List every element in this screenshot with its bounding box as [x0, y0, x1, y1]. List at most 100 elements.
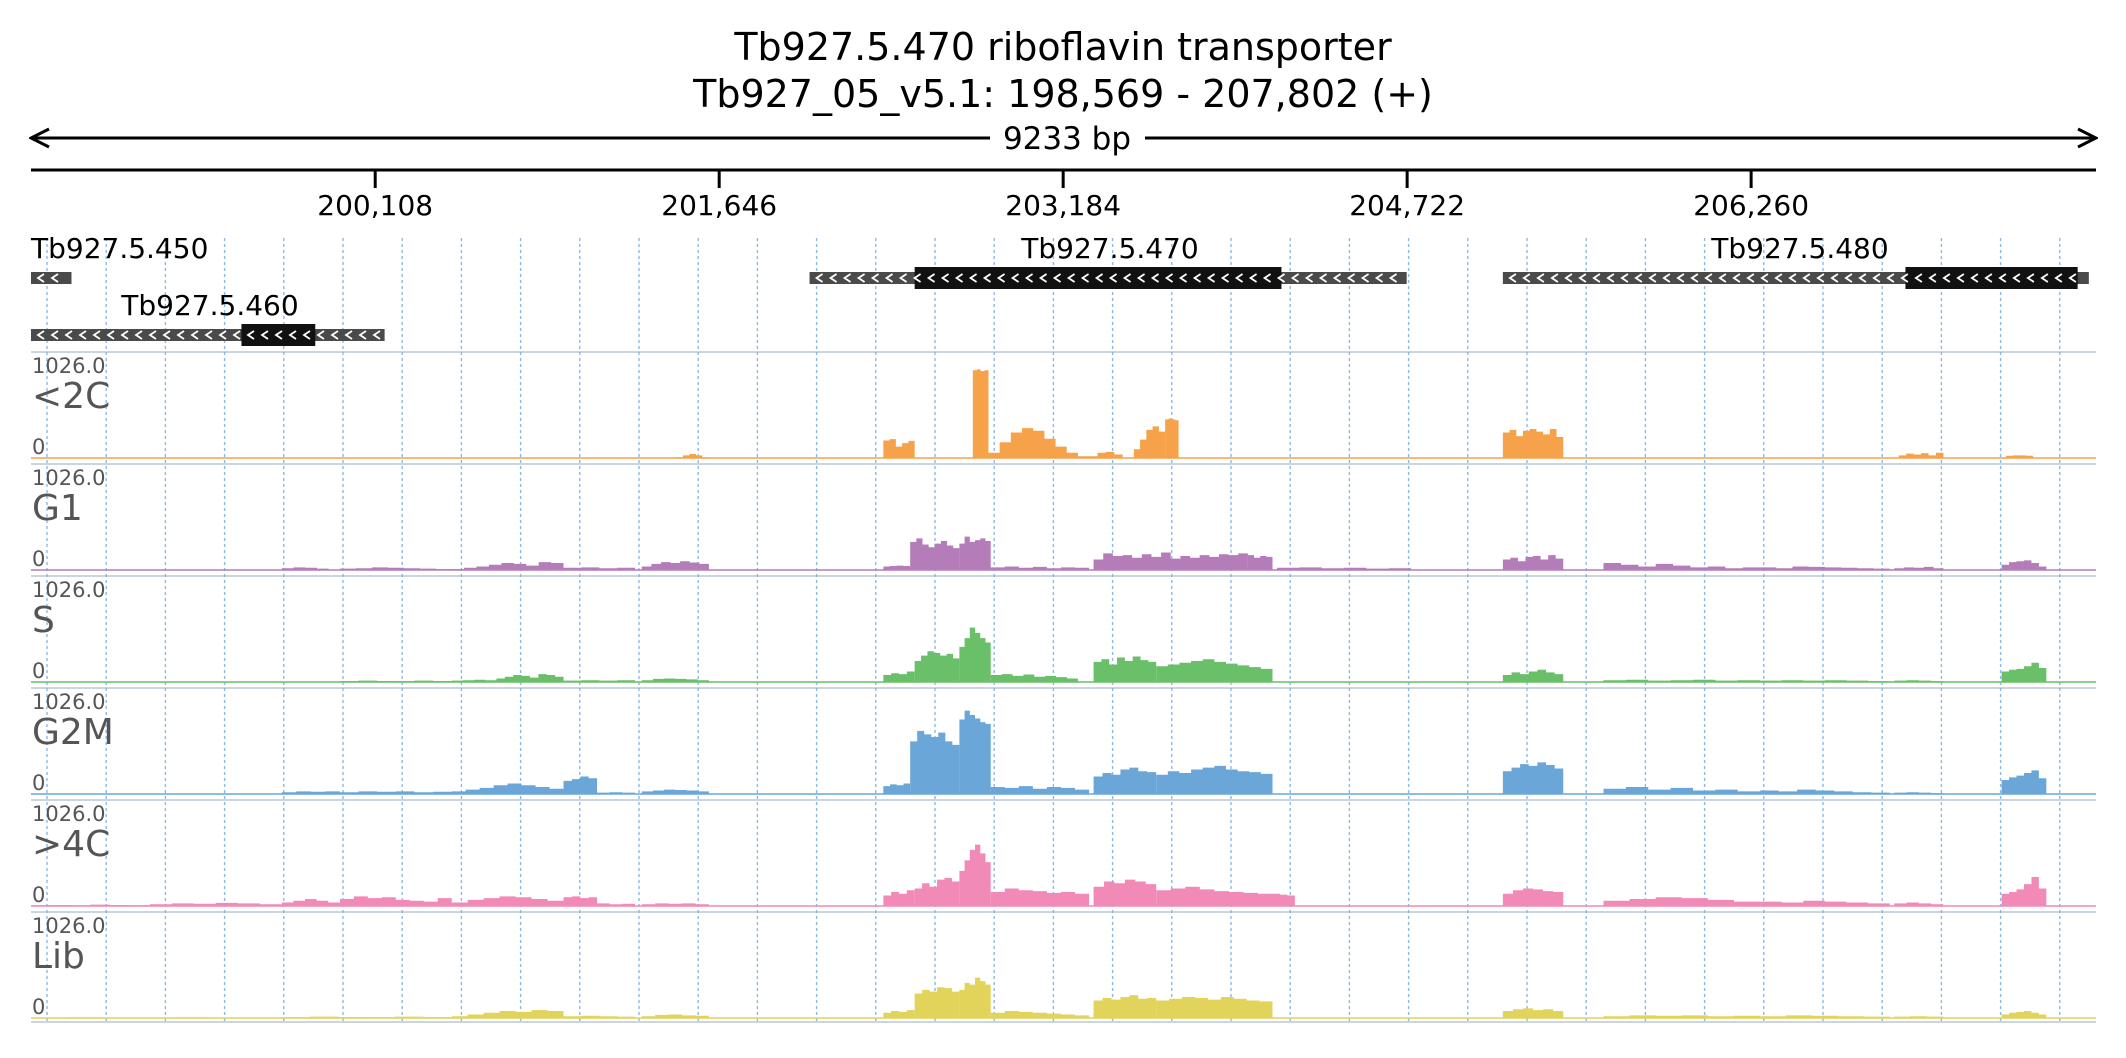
coverage-area [563, 1015, 636, 1018]
track-name: <2C [32, 376, 110, 417]
coverage-area [149, 902, 282, 906]
coverage-area [2001, 560, 2047, 570]
strand-chevron [1704, 273, 1713, 283]
strand-chevron [1024, 273, 1034, 283]
coverage-area [1760, 566, 1890, 570]
strand-chevron [828, 273, 838, 283]
coverage-area [1603, 786, 1761, 794]
coverage-area [281, 791, 340, 794]
coverage-area [914, 877, 960, 906]
coverage-area [1276, 567, 1412, 570]
coverage-area [1093, 552, 1248, 570]
strand-chevron [274, 330, 283, 340]
coverage-area [1502, 1008, 1564, 1018]
strand-chevron [1564, 273, 1573, 283]
coverage-area [563, 567, 636, 570]
coverage-area [1894, 680, 1944, 682]
strand-chevron [218, 330, 227, 340]
coverage-area [914, 651, 960, 682]
gene-label: Tb927.5.470 [1020, 232, 1198, 265]
strand-chevron [2026, 273, 2035, 283]
strand-chevron [204, 330, 213, 340]
strand-chevron [1192, 273, 1202, 283]
strand-chevron [1150, 273, 1160, 283]
strand-chevron [344, 330, 353, 340]
strand-chevron [1318, 273, 1328, 283]
strand-chevron [50, 273, 59, 283]
track-2C: 1026.0<2C 0 [31, 351, 2096, 459]
strand-chevron [1606, 273, 1615, 283]
strand-chevron [856, 273, 866, 283]
track-ymax-label: 1026.0 [32, 802, 105, 826]
strand-chevron [884, 273, 894, 283]
strand-chevron [176, 330, 185, 340]
strand-chevron [1788, 273, 1797, 283]
coverage-area [281, 898, 340, 906]
coverage-area [1093, 656, 1157, 682]
strand-chevron [1262, 273, 1272, 283]
strand-chevron [1900, 273, 1909, 283]
track-ymin-label: 0 [32, 547, 45, 571]
coverage-area [2001, 662, 2047, 682]
strand-chevron [1760, 273, 1769, 283]
coverage-area [1760, 789, 1890, 794]
strand-chevron [2040, 273, 2049, 283]
ruler-tick-label: 200,108 [317, 189, 433, 222]
strand-chevron [1052, 273, 1062, 283]
coverage-area [1502, 762, 1564, 794]
strand-chevron [926, 273, 936, 283]
strand-chevron [842, 273, 852, 283]
strand-chevron [968, 273, 978, 283]
coverage-area [1272, 893, 1295, 906]
strand-chevron [1094, 273, 1104, 283]
strand-chevron [50, 330, 59, 340]
strand-chevron [36, 273, 45, 283]
coverage-area [451, 679, 497, 682]
coverage-area [914, 987, 960, 1018]
gene-cds [241, 324, 316, 346]
coverage-area [1247, 555, 1273, 570]
strand-chevron [2012, 273, 2021, 283]
coverage-area [1603, 897, 1761, 906]
strand-chevron [148, 330, 157, 340]
strand-chevron [1010, 273, 1020, 283]
strand-chevron [1858, 273, 1867, 283]
gene-label: Tb927.5.480 [1710, 232, 1888, 265]
strand-chevron [1970, 273, 1979, 283]
track-ymax-label: 1026.0 [32, 354, 105, 378]
coverage-area [1089, 451, 1123, 458]
track-ymax-label: 1026.0 [32, 690, 105, 714]
region-subtitle: Tb927_05_v5.1: 198,569 - 207,802 (+) [692, 72, 1433, 116]
coverage-area [1760, 680, 1890, 682]
strand-chevron [1956, 273, 1965, 283]
gene-cds [1905, 267, 2078, 289]
track-name: G1 [32, 488, 83, 529]
strand-chevron [1178, 273, 1188, 283]
strand-chevron [1928, 273, 1937, 283]
track-G1: 1026.0G1 0 [31, 463, 2096, 571]
strand-chevron [1942, 273, 1951, 283]
strand-chevron [1136, 273, 1146, 283]
strand-chevron [1066, 273, 1076, 283]
coverage-area [2001, 877, 2047, 906]
strand-chevron [1522, 273, 1531, 283]
strand-chevron [1718, 273, 1727, 283]
track-ymax-label: 1026.0 [32, 466, 105, 490]
strand-chevron [1122, 273, 1132, 283]
strand-chevron [106, 330, 115, 340]
coverage-area [959, 710, 991, 794]
track-ymin-label: 0 [32, 659, 45, 683]
strand-chevron [2068, 273, 2077, 283]
coverage-area [959, 536, 991, 570]
coverage-area [339, 896, 452, 906]
coverage-area [1502, 669, 1564, 682]
strand-chevron [134, 330, 143, 340]
strand-chevron [246, 330, 255, 340]
strand-chevron [1374, 273, 1384, 283]
track-ymin-label: 0 [32, 771, 45, 795]
coverage-area [281, 567, 329, 570]
strand-chevron [1388, 273, 1398, 283]
strand-chevron [1886, 273, 1895, 283]
